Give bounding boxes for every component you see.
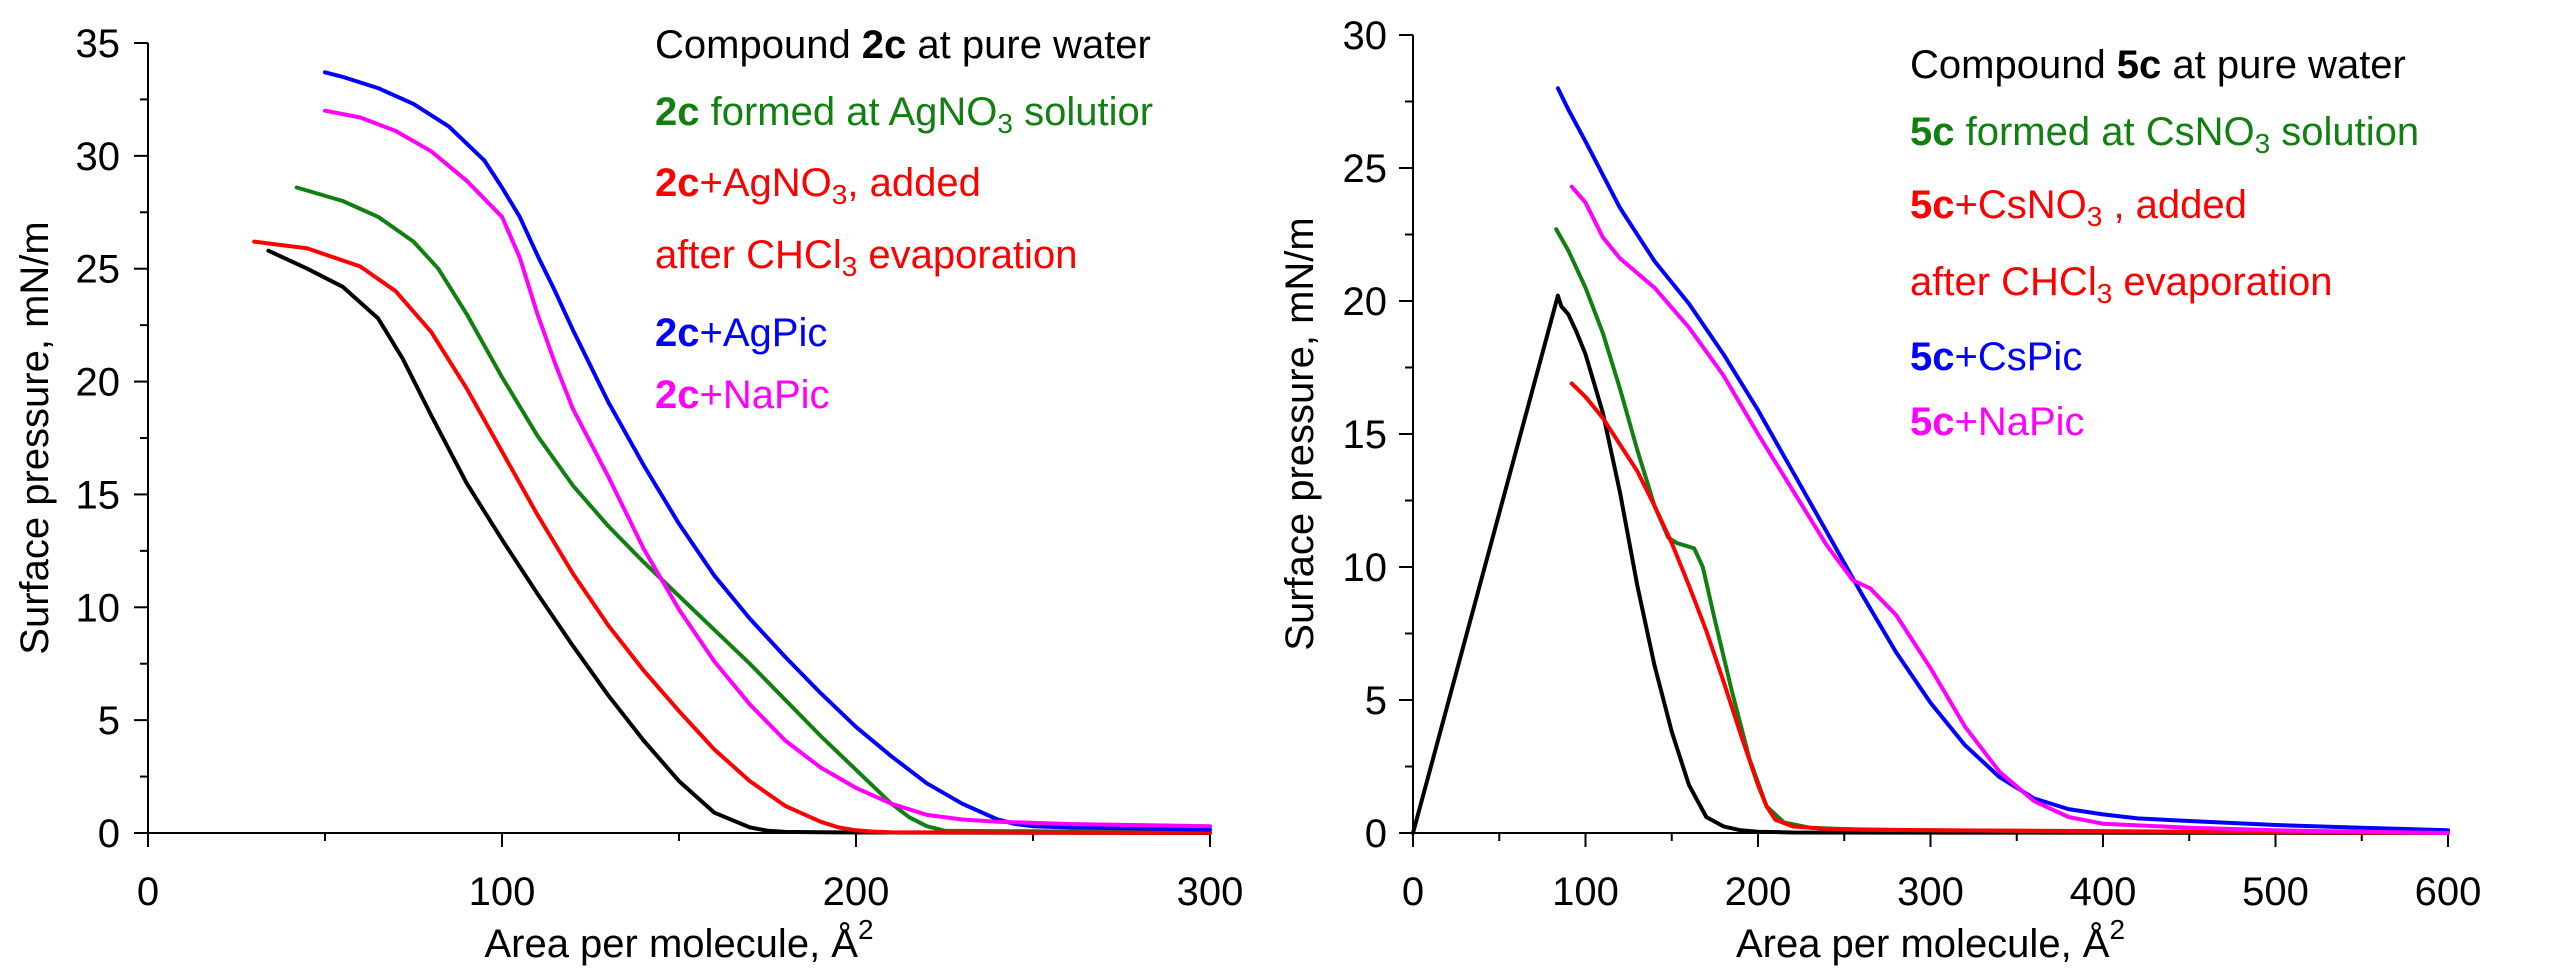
series-line-1 <box>266 248 1212 835</box>
legend-compound-label: 5c <box>1910 183 1955 227</box>
legend-entry: Compound 2c at pure water <box>655 23 1151 67</box>
legend-text-part: Compound <box>1910 43 2117 87</box>
y-tick-label: 30 <box>76 135 121 179</box>
y-axis-title: Surface pressure, mN/m <box>1278 217 1322 650</box>
legend-text-part: solutior <box>1013 90 1153 134</box>
x-tick-label: 300 <box>1177 870 1244 914</box>
y-tick-label: 0 <box>1365 812 1387 856</box>
chart-1: 0 5 10 15 20 25 30 35 0 100 200 300 Surface pressure… <box>13 22 1243 966</box>
legend-entry: 5c+CsPic <box>1910 335 2082 379</box>
y-tick-label: 15 <box>76 473 121 517</box>
series-line-5 <box>323 108 1212 829</box>
y-axis-title: Surface pressure, mN/m <box>13 221 57 654</box>
legend-entry: after CHCl3 evaporation <box>1910 260 2332 309</box>
x-tick-label: 600 <box>2415 870 2482 914</box>
legend-compound-label: 2c <box>655 161 700 205</box>
legend-compound-label: 2c <box>655 311 700 355</box>
legend-subscript: 3 <box>2255 128 2271 159</box>
y-tick-label: 15 <box>1343 413 1388 457</box>
legend-compound-label: 5c <box>1910 400 1955 444</box>
legend-compound-label: 2c <box>862 23 907 67</box>
y-tick-label: 20 <box>1343 280 1388 324</box>
y-tick-label: 20 <box>76 361 121 405</box>
legend-subscript: 3 <box>997 108 1013 139</box>
legend-text-part: +NaPic <box>1955 400 2085 444</box>
series-line-2 <box>1554 227 2450 835</box>
legend-entry: 5c+CsNO3 , added <box>1910 183 2247 232</box>
legend-text-part: evaporation <box>2112 260 2332 304</box>
series-line-2 <box>294 185 1212 835</box>
legend-subscript: 3 <box>2087 201 2103 232</box>
legend-entry: 2c+NaPic <box>655 373 830 417</box>
x-tick-label: 300 <box>1897 870 1964 914</box>
legend-entry: 5c formed at CsNO3 solution <box>1910 110 2419 159</box>
x-tick-label: 500 <box>2242 870 2309 914</box>
y-tick-label: 35 <box>76 22 121 66</box>
series-line-5 <box>1569 184 2450 835</box>
series-line-1 <box>1411 293 2450 835</box>
legend-text-part: +AgPic <box>700 311 828 355</box>
series-line-4 <box>1555 86 2450 833</box>
legend-compound-label: 5c <box>2117 43 2162 87</box>
x-axis-title: Area per molecule, Å2 <box>484 914 873 966</box>
legend-compound-label: 2c <box>655 90 700 134</box>
y-tick-label: 0 <box>98 812 120 856</box>
legend-subscript: 3 <box>2097 278 2113 309</box>
legend-text-part: , added <box>2102 183 2247 227</box>
legend-text-part: , added <box>847 161 980 205</box>
legend-entry: Compound 5c at pure water <box>1910 43 2406 87</box>
legend-entry: 2c formed at AgNO3 solutior <box>655 90 1153 139</box>
x-axis-title-text: Area per molecule, Å <box>484 921 858 966</box>
series-line-3 <box>252 239 1212 835</box>
x-tick-label: 200 <box>823 870 890 914</box>
legend-text-part: +CsPic <box>1955 335 2083 379</box>
legend-entry: 2c+AgNO3, added <box>655 161 981 210</box>
legend-compound-label: 2c <box>655 373 700 417</box>
legend-text-part: at pure water <box>2161 43 2406 87</box>
x-tick-label: 100 <box>1552 870 1619 914</box>
legend-entry: 5c+NaPic <box>1910 400 2085 444</box>
legend-text-part: Compound <box>655 23 862 67</box>
x-tick-label: 0 <box>1402 870 1424 914</box>
y-tick-label: 10 <box>76 586 121 630</box>
legend-text-part: after CHCl <box>1910 260 2097 304</box>
legend-text-part: after CHCl <box>655 233 842 277</box>
y-tick-label: 25 <box>1343 147 1388 191</box>
x-axis-title-superscript: 2 <box>858 914 874 945</box>
legend-compound-label: 5c <box>1910 110 1955 154</box>
legend-subscript: 3 <box>842 251 858 282</box>
x-tick-label: 0 <box>137 870 159 914</box>
y-tick-label: 30 <box>1343 14 1388 58</box>
legend-entry: after CHCl3 evaporation <box>655 233 1077 282</box>
legend-text-part: at pure water <box>906 23 1151 67</box>
x-axis-title-text: Area per molecule, Å <box>1736 921 2110 966</box>
legend-compound-label: 5c <box>1910 335 1955 379</box>
y-tick-label: 25 <box>76 248 121 292</box>
series-line-3 <box>1569 381 2450 835</box>
legend-text-part: formed at AgNO <box>700 90 998 134</box>
legend-subscript: 3 <box>832 179 848 210</box>
y-tick-label: 5 <box>98 699 120 743</box>
legend-text-part: evaporation <box>857 233 1077 277</box>
legend-text-part: solution <box>2270 110 2419 154</box>
legend-entry: 2c+AgPic <box>655 311 827 355</box>
y-tick-label: 5 <box>1365 679 1387 723</box>
y-tick-label: 10 <box>1343 546 1388 590</box>
legend-text-part: +AgNO <box>700 161 832 205</box>
legend-text-part: formed at CsNO <box>1955 110 2255 154</box>
x-axis-title-superscript: 2 <box>2109 914 2125 945</box>
x-tick-label: 100 <box>469 870 536 914</box>
x-tick-label: 400 <box>2070 870 2137 914</box>
legend-text-part: +NaPic <box>700 373 830 417</box>
legend-text-part: +CsNO <box>1955 183 2087 227</box>
x-axis-title: Area per molecule, Å2 <box>1736 914 2125 966</box>
x-tick-label: 200 <box>1725 870 1792 914</box>
